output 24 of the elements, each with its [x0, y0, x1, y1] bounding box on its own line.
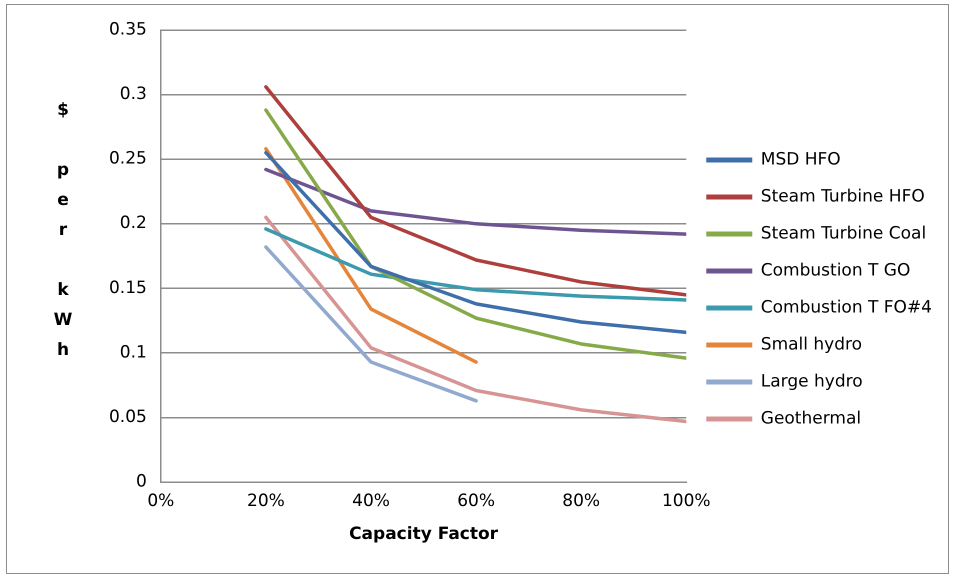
x-tick-label: 20%: [247, 490, 285, 511]
y-tick-label: 0: [136, 472, 147, 492]
y-tick-label: 0.05: [108, 407, 147, 428]
text: $ per kWh: [54, 100, 72, 360]
legend-label: Geothermal: [760, 408, 862, 428]
legend-label: MSD HFO: [760, 149, 841, 170]
y-tick-label: 0.1: [120, 342, 147, 362]
legend-label: Large hydro: [760, 371, 863, 392]
y-tick-label: 0.3: [120, 84, 147, 104]
x-tick-label: 0%: [147, 490, 174, 511]
x-tick-label: 80%: [562, 490, 600, 511]
y-tick-label: 0.25: [108, 148, 147, 169]
x-tick-label: 60%: [457, 490, 495, 511]
legend-label: Steam Turbine Coal: [760, 223, 926, 244]
y-tick-label: 0.15: [108, 278, 147, 298]
y-tick-label: 0.35: [108, 19, 147, 40]
x-axis-title: Capacity Factor: [349, 524, 499, 544]
y-tick-label: 0.2: [120, 213, 147, 234]
x-tick-label: 40%: [352, 490, 390, 511]
legend-label: Steam Turbine HFO: [760, 186, 925, 206]
legend-label: Combustion T GO: [760, 260, 910, 280]
legend-label: Small hydro: [760, 334, 862, 354]
legend-label: Combustion T FO#4: [760, 297, 932, 318]
x-tick-label: 100%: [662, 490, 711, 511]
